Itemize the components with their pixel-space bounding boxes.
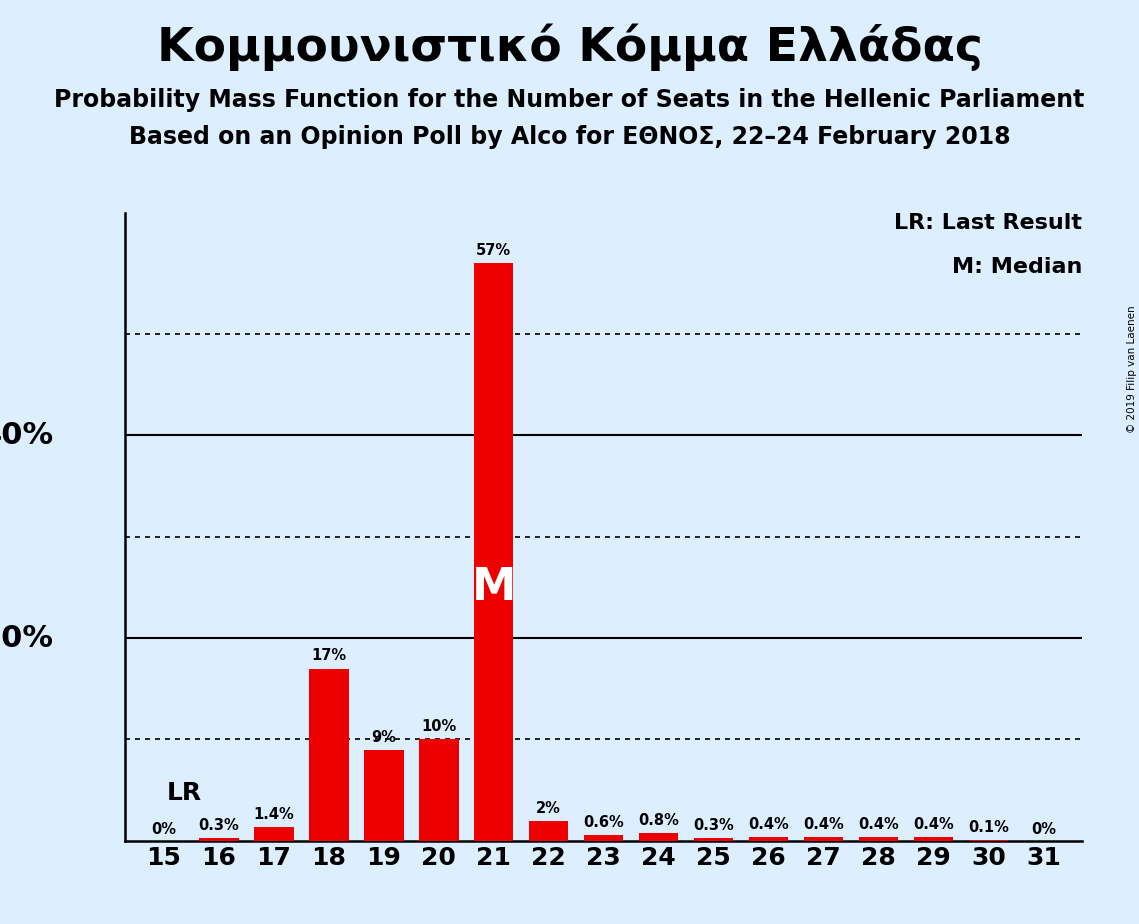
Text: 0.4%: 0.4% (748, 817, 789, 832)
Text: 0.3%: 0.3% (694, 818, 734, 833)
Text: 17%: 17% (311, 649, 346, 663)
Bar (804, 837, 843, 841)
Text: 0.8%: 0.8% (638, 813, 679, 828)
Bar (254, 827, 294, 841)
Text: 10%: 10% (421, 720, 457, 735)
Text: Κομμουνιστικό Κόμμα Ελλάδας: Κομμουνιστικό Κόμμα Ελλάδας (156, 23, 983, 70)
Text: Probability Mass Function for the Number of Seats in the Hellenic Parliament: Probability Mass Function for the Number… (55, 88, 1084, 112)
Text: 0%: 0% (151, 821, 177, 837)
Text: 9%: 9% (371, 730, 396, 745)
Bar (584, 834, 623, 841)
Bar (419, 739, 459, 841)
Bar (748, 837, 788, 841)
Bar (528, 821, 568, 841)
Bar (859, 837, 899, 841)
Bar (364, 749, 403, 841)
Text: M: M (472, 566, 516, 609)
Text: © 2019 Filip van Laenen: © 2019 Filip van Laenen (1126, 306, 1137, 433)
Text: 0.4%: 0.4% (913, 817, 954, 832)
Bar (639, 833, 679, 841)
Bar (474, 263, 514, 841)
Text: 57%: 57% (476, 243, 511, 258)
Bar (969, 840, 1008, 841)
Text: 0.4%: 0.4% (858, 817, 899, 832)
Text: 0.4%: 0.4% (803, 817, 844, 832)
Text: 0%: 0% (1031, 821, 1056, 837)
Text: 0.6%: 0.6% (583, 815, 624, 830)
Bar (309, 669, 349, 841)
Text: 40%: 40% (0, 421, 54, 450)
Text: 1.4%: 1.4% (253, 807, 294, 821)
Bar (913, 837, 953, 841)
Text: 2%: 2% (536, 800, 562, 816)
Text: LR: LR (166, 782, 202, 806)
Text: M: Median: M: Median (952, 257, 1082, 276)
Text: 0.1%: 0.1% (968, 820, 1009, 834)
Text: 20%: 20% (0, 624, 54, 652)
Text: Based on an Opinion Poll by Alco for ΕΘΝΟΣ, 22–24 February 2018: Based on an Opinion Poll by Alco for ΕΘΝ… (129, 125, 1010, 149)
Text: 0.3%: 0.3% (198, 818, 239, 833)
Bar (199, 838, 238, 841)
Text: LR: Last Result: LR: Last Result (894, 213, 1082, 233)
Bar (694, 838, 734, 841)
